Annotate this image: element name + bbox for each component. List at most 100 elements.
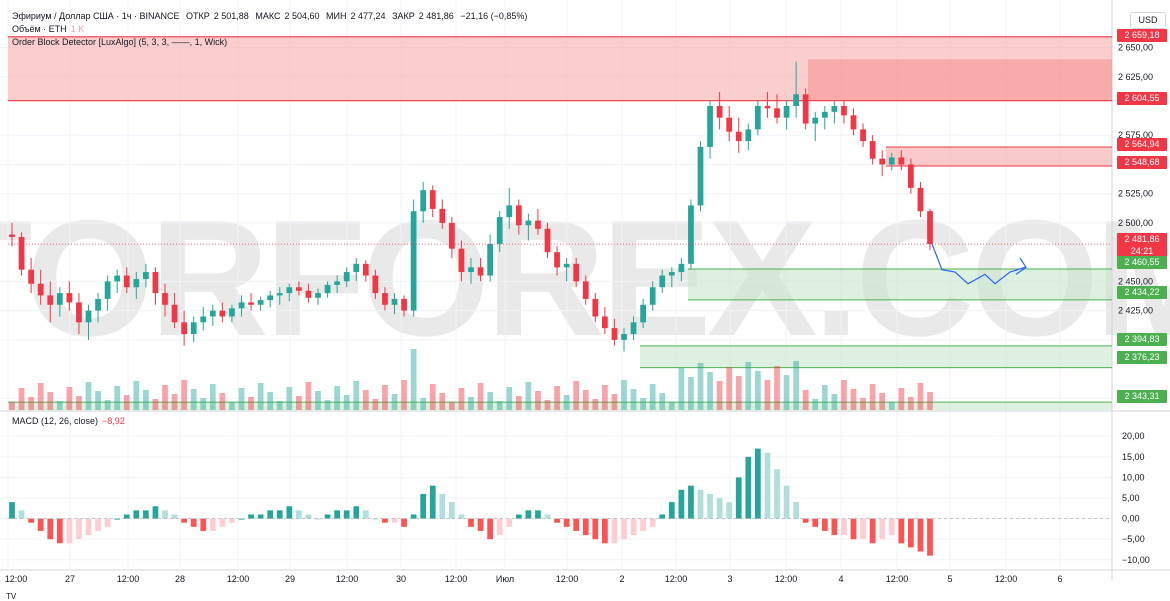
symbol-header: Эфириум / Доллар США · 1ч · BINANCE ОТКР… [12,11,531,21]
currency-button[interactable]: USD [1130,12,1166,29]
macd-bar [879,518,886,540]
volume-label: Объём · ETH [12,24,67,34]
macd-bar [209,518,216,531]
macd-bar [783,485,790,519]
ob-bull2-bottom-tag: 2 376,23 [1117,351,1167,364]
volume-bar [764,380,771,410]
candle-body [334,281,340,285]
volume-bar [908,397,914,410]
candle-body [525,220,532,226]
price-axis-label: 2 625,00 [1118,72,1153,82]
volume-bar [28,397,34,410]
macd-bar [764,452,771,519]
volume-bar [898,388,905,410]
macd-bar [286,506,293,519]
candle-body [831,106,838,112]
time-axis-label: 30 [396,574,406,584]
close-value: 2 481,86 [418,11,454,21]
volume-bar [821,385,828,410]
volume-bar [334,386,340,410]
candle-body [420,190,427,212]
volume-bar [209,384,216,410]
volume-header[interactable]: Объём · ETH 1 K [12,24,88,34]
volume-bar [76,396,82,410]
time-axis-label: 12:00 [227,574,250,584]
macd-bar [181,518,187,523]
price-axis-label: 2 650,00 [1118,43,1153,53]
macd-bar [898,518,905,544]
volume-bar [104,400,111,410]
candle-body [927,211,933,244]
candle-body [582,281,589,299]
candle-body [917,187,924,212]
macd-bar [573,518,580,531]
candle-body [898,157,905,165]
macd-bar [296,510,302,519]
volume-bar [219,393,226,410]
time-axis-label: 12:00 [556,574,579,584]
ob-bull1-bottom-tag: 2 434,22 [1117,286,1167,299]
macd-axis-label: 15,00 [1122,452,1145,462]
candle-body [401,298,407,311]
symbol-name: Эфириум / Доллар США · 1ч · BINANCE [12,11,180,21]
macd-bar [611,518,618,544]
candle-body [640,304,646,323]
candle-body [506,205,513,218]
volume-bar [477,383,484,410]
volume-bar [229,402,235,410]
macd-bar [458,514,465,519]
candle-body [621,334,627,340]
price-axis-label: 2 575,00 [1118,130,1153,140]
candle-body [276,293,283,296]
macd-bar [248,514,254,519]
volume-bar [592,399,599,410]
candle-body [162,293,168,305]
macd-bar [774,469,780,519]
candle-body [315,293,321,298]
indicator-header[interactable]: Order Block Detector [LuxAlgo] (5, 3, 3,… [12,37,231,47]
volume-bar [640,398,646,410]
macd-axis-label: 0,00 [1122,514,1140,524]
macd-bar [267,510,274,519]
macd-bar [276,510,283,519]
macd-bar [439,493,446,519]
macd-header[interactable]: MACD (12, 26, close) −8,92 [12,416,129,426]
macd-axis-label: 20,00 [1122,431,1145,441]
macd-bar [831,518,838,536]
candle-body [726,117,733,132]
candle-body [487,243,493,276]
macd-bar [716,498,723,519]
volume-bar [602,385,608,410]
volume-bar [85,382,92,410]
time-axis-label: 5 [947,574,952,584]
macd-bar [525,510,532,519]
macd-bar [802,518,809,523]
candle-body [286,287,293,294]
change-value: −21,16 (−0,85%) [460,11,528,21]
price-axis-label: 2 525,00 [1118,189,1153,199]
macd-bar [104,518,111,527]
macd-bar [257,514,264,519]
macd-bar [917,518,924,552]
macd-bar [391,518,398,523]
order-block-bearish-1b [808,59,1112,101]
macd-bar [821,518,828,531]
candle-body [573,263,580,282]
ob-bull1-top-tag: 2 460,55 [1117,256,1167,269]
candle-body [535,220,541,229]
macd-bar [707,493,713,519]
candle-body [678,263,685,273]
indicator-label: Order Block Detector [LuxAlgo] (5, 3, 3,… [12,37,228,47]
volume-bar [37,383,44,410]
volume-bar [755,371,761,410]
time-axis-label: 12:00 [665,574,688,584]
macd-bar [429,485,436,519]
tradingview-logo[interactable]: TV [6,592,17,601]
close-label: ЗАКР [392,11,415,21]
candle-body [343,272,350,282]
macd-bar [420,493,427,519]
volume-bar [535,391,541,410]
volume-bar [793,361,799,410]
volume-bar [688,377,694,410]
